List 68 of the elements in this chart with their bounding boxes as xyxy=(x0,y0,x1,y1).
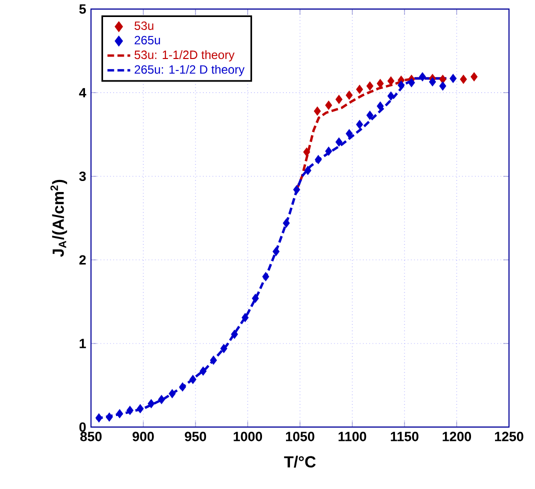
legend-label: 53u xyxy=(134,21,154,30)
point xyxy=(325,100,332,110)
point xyxy=(429,77,436,86)
x-tick-label: 1200 xyxy=(442,432,472,442)
point xyxy=(314,106,321,116)
x-tick-label: 1050 xyxy=(286,432,314,442)
point xyxy=(168,389,176,398)
x-tick-label: 850 xyxy=(80,432,102,442)
x-axis-title: T/°C xyxy=(284,456,316,468)
point xyxy=(262,272,270,282)
y-tick-label: 1 xyxy=(80,338,86,348)
point xyxy=(398,80,405,90)
y-tick-label: 4 xyxy=(79,88,86,98)
point xyxy=(179,382,186,392)
point xyxy=(189,374,196,384)
y-axis-title: J$_{A}$/(A/cm$^{2}$) xyxy=(50,180,68,257)
point xyxy=(282,218,290,228)
point xyxy=(366,110,374,120)
point xyxy=(304,166,312,175)
x-tick-label: 1250 xyxy=(495,432,524,442)
point xyxy=(346,129,353,138)
point xyxy=(136,404,144,414)
point xyxy=(336,94,342,104)
point xyxy=(158,394,166,404)
point xyxy=(200,366,207,376)
point xyxy=(252,294,259,303)
point xyxy=(450,74,457,83)
point xyxy=(366,81,374,90)
point xyxy=(356,120,364,129)
x-tick-label: 900 xyxy=(132,432,154,442)
point xyxy=(210,356,217,365)
point xyxy=(408,78,415,88)
point xyxy=(272,246,280,256)
point xyxy=(419,72,426,82)
point xyxy=(126,406,134,415)
point xyxy=(460,74,467,84)
y-tick-label: 0 xyxy=(79,422,86,432)
point xyxy=(116,409,124,418)
point xyxy=(376,78,384,88)
legend-label: 265u: 1-1/2 D theory xyxy=(134,64,245,76)
legend-label: 53u: 1-1/2D theory xyxy=(134,50,235,62)
point xyxy=(106,412,113,422)
y-tick-label: 3 xyxy=(79,172,86,181)
point xyxy=(95,413,102,422)
point xyxy=(387,76,394,86)
point xyxy=(293,185,300,194)
legend-label: 265u xyxy=(134,36,160,44)
x-tick-label: 1100 xyxy=(338,432,366,442)
point xyxy=(376,101,384,111)
point xyxy=(346,90,353,100)
point xyxy=(356,84,364,94)
x-tick-label: 1150 xyxy=(390,432,418,442)
point xyxy=(387,91,394,101)
point xyxy=(148,399,155,408)
point xyxy=(325,146,332,156)
point xyxy=(439,74,446,84)
x-tick-label: 1000 xyxy=(234,432,262,442)
point xyxy=(242,312,249,322)
point xyxy=(439,81,446,90)
point xyxy=(314,154,322,164)
y-tick-label: 5 xyxy=(79,4,86,14)
point xyxy=(231,330,238,339)
y-tick-label: 2 xyxy=(79,255,86,264)
point xyxy=(220,344,228,353)
point xyxy=(303,147,310,157)
point xyxy=(470,72,478,82)
point xyxy=(336,137,342,147)
x-tick-label: 950 xyxy=(184,432,206,442)
